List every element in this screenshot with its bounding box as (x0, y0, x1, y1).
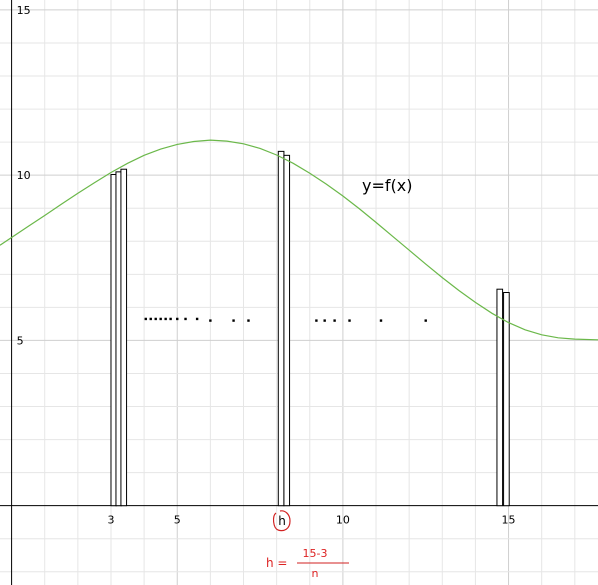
ellipsis-dot (169, 317, 172, 321)
ellipsis-dot (333, 319, 336, 322)
ellipsis-dot (424, 319, 427, 322)
x-tick-label: 3 (107, 514, 114, 527)
h-formula-numerator: 15-3 (303, 547, 328, 560)
riemann-rectangles (110, 150, 510, 507)
ellipsis-dot (159, 317, 162, 321)
ellipsis-dot (164, 317, 167, 321)
f-curve-line (0, 139, 598, 341)
x-tick-label: 15 (502, 514, 516, 527)
riemann-rectangle (283, 154, 291, 507)
ellipsis-dot (176, 317, 179, 321)
h-formula: h = 15-3 n (266, 547, 349, 580)
riemann-rectangle (120, 168, 128, 507)
h-formula-denominator: n (312, 567, 319, 580)
riemann-rectangle (496, 288, 504, 507)
ellipsis-dot (149, 317, 152, 321)
h-marker-circle (272, 510, 291, 532)
ellipsis-dots (144, 317, 427, 322)
curves (0, 139, 598, 341)
h-marker-label: h (278, 514, 286, 528)
y-tick-label: 10 (17, 169, 31, 182)
riemann-rectangle (503, 292, 510, 507)
curve-label: y=f(x) (362, 176, 412, 195)
ellipsis-dot (209, 319, 212, 322)
ellipsis-dot (348, 319, 351, 322)
ellipsis-dot (195, 317, 199, 321)
ellipsis-dot (247, 319, 250, 322)
annotations: y=f(x) h h = 15-3 n (266, 176, 412, 580)
tick-labels: 3 5 10 15 5 10 15 (17, 4, 516, 527)
x-tick-label: 10 (336, 514, 350, 527)
y-tick-label: 5 (17, 334, 24, 347)
ellipsis-dot (315, 319, 318, 322)
x-tick-label: 5 (174, 514, 181, 527)
h-formula-lhs: h = (266, 556, 287, 570)
riemann-rectangle (277, 150, 285, 507)
ellipsis-dot (144, 317, 147, 321)
ellipsis-dot (379, 319, 383, 322)
ellipsis-dot (154, 317, 157, 321)
ellipsis-dot (184, 317, 187, 321)
ellipsis-dot (232, 319, 235, 322)
ellipsis-dot (323, 319, 326, 322)
y-tick-label: 15 (17, 4, 31, 17)
